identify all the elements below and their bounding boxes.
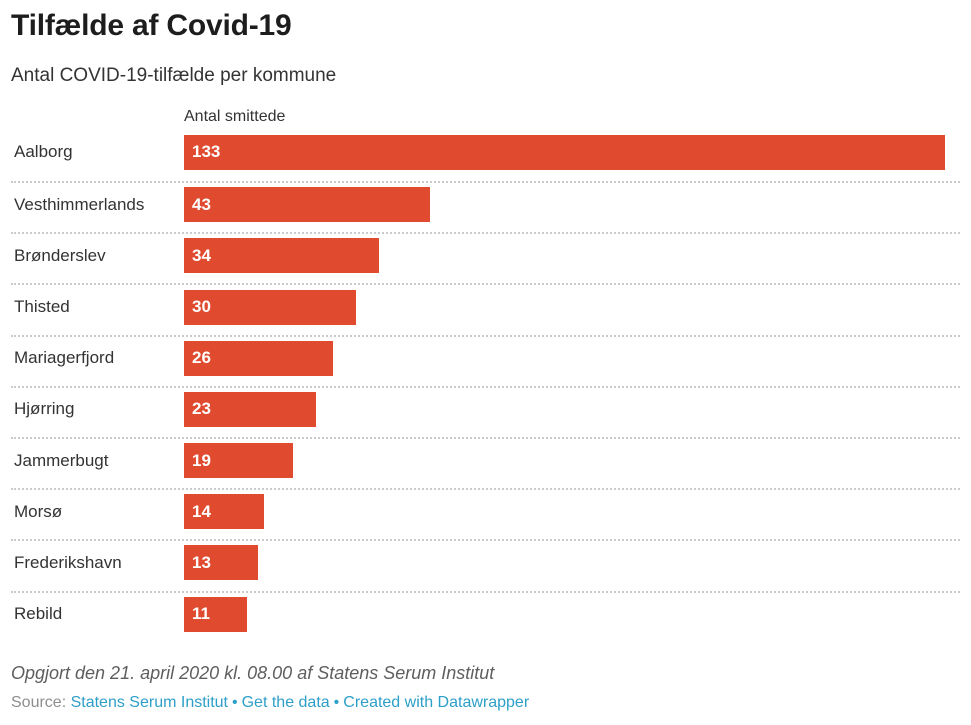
category-label: Mariagerfjord — [14, 348, 115, 368]
bar: 43 — [184, 187, 431, 223]
bar: 19 — [184, 443, 293, 479]
chart-title: Tilfælde af Covid-19 — [11, 9, 292, 42]
bar: 34 — [184, 238, 379, 274]
bar: 11 — [184, 596, 247, 632]
bar: 13 — [184, 545, 259, 581]
bar-row: Brønderslev 34 — [11, 232, 960, 283]
link-separator: • — [232, 693, 238, 711]
bar-track: 14 — [184, 494, 960, 530]
bar-track: 26 — [184, 340, 960, 376]
bar: 30 — [184, 289, 356, 325]
footer-note: Opgjort den 21. april 2020 kl. 08.00 af … — [11, 662, 495, 683]
link-separator: • — [333, 693, 340, 711]
bar-value-label: 26 — [192, 348, 211, 368]
source-link-created-with-datawrapper[interactable]: Created with Datawrapper — [343, 693, 530, 711]
bar-value-label: 30 — [192, 297, 211, 316]
bar-value-label: 13 — [192, 552, 211, 572]
bar-row: Frederikshavn 13 — [11, 539, 960, 590]
source-link-get-the-data[interactable]: Get the data — [241, 693, 330, 711]
source-link-statens-serum-institut[interactable]: Statens Serum Institut — [70, 693, 228, 711]
bar-track: 133 — [184, 134, 960, 170]
bar-row: Rebild 11 — [11, 590, 960, 642]
bar-track: 13 — [184, 545, 960, 581]
bar-value-label: 19 — [192, 450, 211, 470]
bar-row: Mariagerfjord 26 — [11, 334, 960, 386]
bar-row: Vesthimmerlands 43 — [11, 181, 960, 232]
bar-row: Thisted 30 — [11, 283, 960, 334]
bar-row: Aalborg 133 — [11, 130, 960, 181]
column-header: Antal smittede — [184, 107, 286, 125]
category-label: Morsø — [14, 501, 63, 521]
bar-value-label: 14 — [192, 501, 211, 521]
category-label: Vesthimmerlands — [14, 194, 145, 214]
category-label: Aalborg — [14, 142, 73, 162]
bar-track: 30 — [184, 289, 960, 325]
category-label: Thisted — [14, 297, 70, 316]
bar-value-label: 43 — [192, 194, 211, 214]
bar-row: Hjørring 23 — [11, 385, 960, 437]
bar-row: Morsø 14 — [11, 488, 960, 539]
bar-track: 11 — [184, 596, 960, 632]
bar-track: 34 — [184, 238, 960, 274]
bar-rows: Aalborg 133 Vesthimmerlands 43 Brøndersl… — [11, 130, 960, 642]
category-label: Rebild — [14, 604, 63, 624]
category-label: Frederikshavn — [14, 552, 122, 572]
bar-track: 23 — [184, 391, 960, 427]
bar-value-label: 133 — [192, 142, 221, 162]
footer-source: Source: Statens Serum Institut • Get the d… — [11, 694, 960, 712]
source-links: Statens Serum Institut • Get the data • Crea… — [71, 694, 530, 711]
bar: 133 — [184, 134, 945, 170]
category-label: Hjørring — [14, 399, 75, 419]
bar-track: 19 — [184, 443, 960, 479]
bar: 23 — [184, 391, 316, 427]
category-label: Brønderslev — [14, 245, 106, 265]
source-label: Source: — [11, 693, 67, 711]
bar-value-label: 23 — [192, 399, 211, 419]
category-label: Jammerbugt — [14, 450, 109, 470]
bar-track: 43 — [184, 187, 960, 223]
bar-value-label: 34 — [192, 245, 211, 265]
bar: 14 — [184, 494, 265, 530]
bar-row: Jammerbugt 19 — [11, 436, 960, 488]
chart-subtitle: Antal COVID-19-tilfælde per kommune — [11, 65, 337, 86]
bar-value-label: 11 — [192, 604, 210, 624]
bar: 26 — [184, 340, 333, 376]
